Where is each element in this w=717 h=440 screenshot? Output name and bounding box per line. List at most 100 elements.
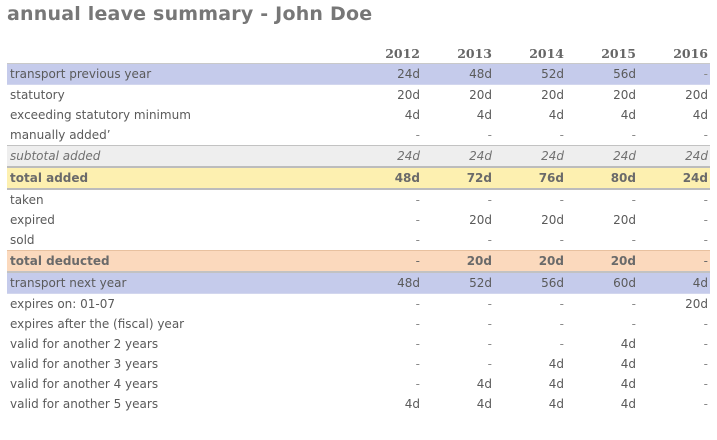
page-title: annual leave summary - John Doe xyxy=(7,3,373,25)
cell-2014: 4d xyxy=(548,377,564,391)
row-label: manually added’ xyxy=(10,128,111,142)
table-row-expires-on: expires on: 01-07 - - - - 20d xyxy=(7,294,710,315)
cell-2015: 80d xyxy=(566,166,638,190)
cell-2015: 4d xyxy=(620,108,636,122)
table-row-valid-2: valid for another 2 years - - - 4d - xyxy=(7,334,710,354)
cell-2015: 4d xyxy=(620,397,636,411)
cell-2016: - xyxy=(703,377,708,391)
cell-2014: - xyxy=(559,128,564,142)
cell-2015: - xyxy=(631,233,636,247)
cell-2015: 24d xyxy=(566,145,638,168)
cell-2013: 4d xyxy=(476,108,492,122)
cell-2015: 20d xyxy=(613,88,636,102)
cell-2015: 20d xyxy=(566,250,638,273)
cell-2012: 24d xyxy=(350,145,422,168)
row-label: exceeding statutory minimum xyxy=(10,108,191,122)
table-row-transport-next: transport next year 48d 52d 56d 60d 4d xyxy=(7,271,710,294)
cell-2013: 72d xyxy=(422,166,494,190)
year-header-2016: 2016 xyxy=(638,39,710,64)
cell-2012: - xyxy=(415,213,420,227)
cell-2012: - xyxy=(415,233,420,247)
cell-2014: 4d xyxy=(548,357,564,371)
year-header-2012: 2012 xyxy=(350,39,422,64)
row-label: valid for another 5 years xyxy=(10,397,159,411)
cell-2016: 4d xyxy=(638,271,710,294)
table-row-exceeding: exceeding statutory minimum 4d 4d 4d 4d 4d xyxy=(7,105,710,125)
table-row-sold: sold - - - - - xyxy=(7,230,710,251)
cell-2016: - xyxy=(703,397,708,411)
cell-2016: 20d xyxy=(685,297,708,311)
row-label: sold xyxy=(10,233,35,247)
cell-2012: - xyxy=(415,377,420,391)
row-label: valid for another 4 years xyxy=(10,377,159,391)
row-label: transport previous year xyxy=(7,63,350,85)
cell-2012: - xyxy=(415,193,420,207)
table-row-manual: manually added’ - - - - - xyxy=(7,125,710,146)
cell-2016: - xyxy=(703,128,708,142)
year-header-2013: 2013 xyxy=(422,39,494,64)
cell-2013: - xyxy=(487,233,492,247)
cell-2013: 52d xyxy=(422,271,494,294)
cell-2014: 52d xyxy=(494,63,566,85)
row-label: subtotal added xyxy=(7,145,350,168)
cell-2013: 48d xyxy=(422,63,494,85)
row-label: taken xyxy=(10,193,44,207)
row-label: valid for another 3 years xyxy=(10,357,159,371)
cell-2013: - xyxy=(487,337,492,351)
table-body: transport previous year 24d 48d 52d 56d - stat… xyxy=(7,63,710,415)
table-row-total-added: total added 48d 72d 76d 80d 24d xyxy=(7,166,710,190)
cell-2013: - xyxy=(487,357,492,371)
table-row-valid-5: valid for another 5 years 4d 4d 4d 4d - xyxy=(7,394,710,414)
cell-2014: - xyxy=(559,297,564,311)
cell-2012: 48d xyxy=(350,271,422,294)
year-header-row: 2012 2013 2014 2015 2016 xyxy=(7,39,710,64)
cell-2015: - xyxy=(631,297,636,311)
row-label: expires after the (fiscal) year xyxy=(10,317,185,331)
cell-2015: 20d xyxy=(613,213,636,227)
row-label: total deducted xyxy=(7,250,350,273)
row-label: expired xyxy=(10,213,55,227)
cell-2015: - xyxy=(631,193,636,207)
cell-2013: - xyxy=(487,317,492,331)
table-row-subtotal: subtotal added 24d 24d 24d 24d 24d xyxy=(7,145,710,168)
row-label: expires on: 01-07 xyxy=(10,297,116,311)
cell-2015: - xyxy=(631,317,636,331)
cell-2013: 20d xyxy=(469,213,492,227)
table-row-expires-after: expires after the (fiscal) year - - - - - xyxy=(7,314,710,334)
cell-2012: - xyxy=(350,250,422,273)
cell-2013: 20d xyxy=(422,250,494,273)
cell-2012: - xyxy=(415,128,420,142)
cell-2016: - xyxy=(703,317,708,331)
cell-2012: 4d xyxy=(404,397,420,411)
cell-2013: - xyxy=(487,128,492,142)
table-row-expired: expired - 20d 20d 20d - xyxy=(7,210,710,230)
cell-2016: 4d xyxy=(692,108,708,122)
cell-2016: 24d xyxy=(638,145,710,168)
cell-2014: 20d xyxy=(494,250,566,273)
cell-2012: - xyxy=(415,337,420,351)
cell-2016: - xyxy=(703,233,708,247)
cell-2015: 56d xyxy=(566,63,638,85)
cell-2012: - xyxy=(415,297,420,311)
table-row-statutory: statutory 20d 20d 20d 20d 20d xyxy=(7,85,710,106)
cell-2013: 24d xyxy=(422,145,494,168)
cell-2014: - xyxy=(559,337,564,351)
cell-2016: - xyxy=(703,357,708,371)
table-row-taken: taken - - - - - xyxy=(7,189,710,210)
cell-2015: 4d xyxy=(620,357,636,371)
cell-2014: 24d xyxy=(494,145,566,168)
cell-2014: 20d xyxy=(541,88,564,102)
row-label: total added xyxy=(7,166,350,190)
cell-2016: 20d xyxy=(685,88,708,102)
cell-2012: 24d xyxy=(350,63,422,85)
cell-2013: 20d xyxy=(469,88,492,102)
cell-2014: - xyxy=(559,193,564,207)
cell-2015: 4d xyxy=(620,377,636,391)
cell-2012: 4d xyxy=(404,108,420,122)
table-row-valid-4: valid for another 4 years - 4d 4d 4d - xyxy=(7,374,710,394)
cell-2014: - xyxy=(559,233,564,247)
cell-2014: - xyxy=(559,317,564,331)
year-header-2014: 2014 xyxy=(494,39,566,64)
cell-2013: 4d xyxy=(476,377,492,391)
cell-2016: - xyxy=(638,250,710,273)
